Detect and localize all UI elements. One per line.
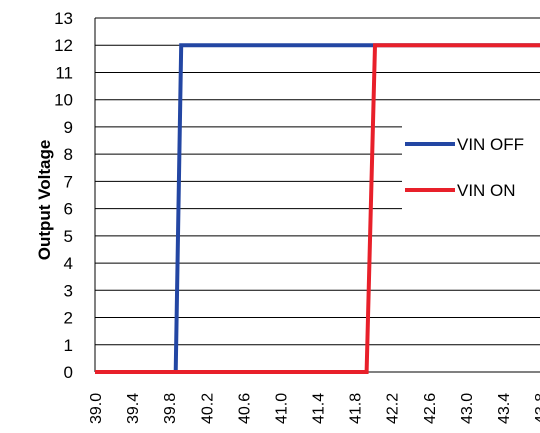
- gridlines: [95, 17, 540, 346]
- x-tick-label: 40.6: [236, 393, 253, 424]
- series-lines: [95, 43, 540, 374]
- y-tick-label: 2: [64, 309, 73, 328]
- x-tick-label: 39.0: [88, 393, 105, 424]
- series-line-vin-on: [95, 43, 540, 374]
- x-tick-labels: 39.0 39.4 39.8 40.2 40.6 41.0 41.4 41.8 42.2 42.6…: [88, 393, 540, 424]
- x-tick-label: 42.2: [385, 393, 402, 424]
- y-tick-label: 1: [64, 336, 73, 355]
- y-tick-label: 11: [55, 63, 73, 82]
- x-tick-label: 39.4: [125, 393, 142, 424]
- y-tick-label: 7: [64, 172, 73, 191]
- x-tick-label: 39.8: [162, 393, 179, 424]
- legend-label: VIN OFF: [457, 135, 524, 154]
- y-tick-label: 8: [64, 145, 73, 164]
- y-tick-label: 0: [64, 363, 73, 382]
- x-tick-label: 43.4: [496, 393, 513, 424]
- y-tick-label: 4: [64, 254, 73, 273]
- x-tick-label: 43.0: [459, 393, 476, 424]
- y-tick-label: 13: [54, 9, 73, 28]
- x-tick-label: 40.2: [199, 393, 216, 424]
- y-tick-label: 10: [54, 91, 73, 110]
- x-tick-label: 41.0: [273, 393, 290, 424]
- legend: VIN OFF VIN ON: [402, 120, 540, 212]
- y-tick-label: 12: [54, 36, 73, 55]
- legend-box: [402, 120, 540, 212]
- x-tick-label: 41.8: [348, 393, 365, 424]
- y-tick-label: 6: [64, 200, 73, 219]
- legend-label: VIN ON: [457, 181, 516, 200]
- x-tick-label: 42.6: [422, 393, 439, 424]
- y-tick-label: 3: [64, 281, 73, 300]
- x-tick-label: 43.8: [533, 393, 540, 424]
- y-tick-label: 9: [64, 118, 73, 137]
- x-tick-label: 41.4: [311, 393, 328, 424]
- y-axis-label: Output Voltage: [35, 140, 54, 261]
- y-tick-label: 5: [64, 227, 73, 246]
